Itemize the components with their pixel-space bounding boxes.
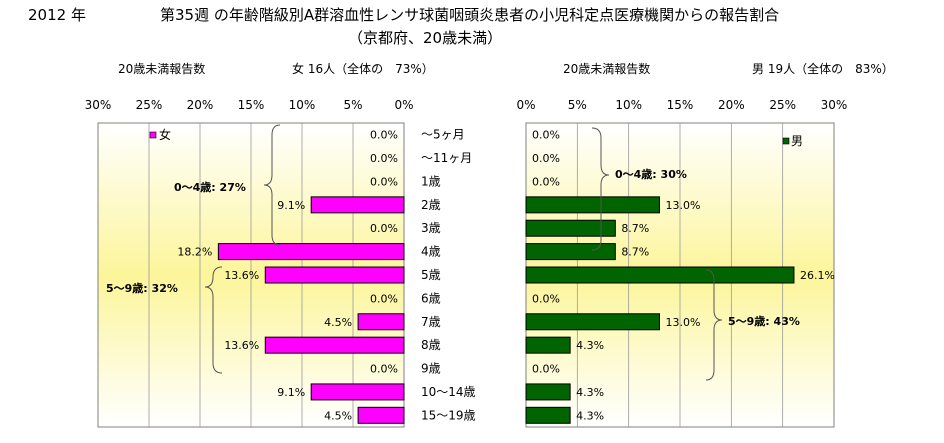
- female-data-label: 0.0%: [370, 175, 398, 188]
- female-data-label: 13.6%: [224, 339, 259, 352]
- male-bar: [525, 336, 571, 354]
- female-data-label: 0.0%: [370, 152, 398, 165]
- male-data-label: 0.0%: [532, 175, 560, 188]
- female-bracket-5-9-label: 5～9歳: 32%: [106, 281, 178, 295]
- female-data-label: 18.2%: [177, 246, 212, 259]
- male-data-label: 0.0%: [532, 129, 560, 142]
- female-tick-label: 25%: [136, 98, 163, 112]
- male-bar: [525, 266, 795, 284]
- female-bar: [357, 313, 405, 331]
- chart-title: 第35週 の年齢階級別A群溶血性レンサ球菌咽頭炎患者の小児科定点医療機関からの報…: [160, 6, 780, 24]
- female-legend-swatch: [149, 131, 157, 139]
- male-data-label: 4.3%: [576, 386, 604, 399]
- male-bracket-5-9-label: 5～9歳: 43%: [728, 314, 800, 328]
- female-data-label: 0.0%: [370, 363, 398, 376]
- female-bar: [264, 336, 405, 354]
- age-category-label: 7歳: [421, 315, 441, 329]
- female-report-label: 20歳未満報告数: [118, 62, 206, 76]
- female-total-label: 女 16人（全体の 73%）: [292, 62, 434, 76]
- male-tick-label: 25%: [769, 98, 796, 112]
- female-data-label: 0.0%: [370, 222, 398, 235]
- female-bar: [264, 266, 405, 284]
- age-category-label: 4歳: [421, 245, 441, 259]
- age-category-label: 15～19歳: [421, 408, 476, 422]
- chart-subtitle: （京都府、20歳未満）: [348, 29, 503, 47]
- male-legend-label: 男: [791, 134, 803, 148]
- male-bar: [525, 219, 616, 237]
- female-data-label: 4.5%: [324, 409, 352, 422]
- male-data-label: 0.0%: [532, 152, 560, 165]
- female-tick-label: 15%: [238, 98, 265, 112]
- female-data-label: 0.0%: [370, 129, 398, 142]
- male-report-label: 20歳未満報告数: [563, 62, 651, 76]
- female-data-label: 4.5%: [324, 316, 352, 329]
- male-total-label: 男 19人（全体の 83%）: [752, 62, 894, 76]
- male-data-label: 4.3%: [576, 339, 604, 352]
- male-bracket-5-9: [705, 269, 723, 381]
- female-bar: [357, 406, 405, 424]
- male-data-label: 13.0%: [665, 316, 700, 329]
- male-data-label: 13.0%: [665, 199, 700, 212]
- male-bar: [525, 406, 571, 424]
- male-data-label: 0.0%: [532, 292, 560, 305]
- female-bar: [310, 196, 405, 214]
- female-bracket-5-9: [204, 266, 223, 374]
- female-tick-label: 30%: [85, 98, 112, 112]
- female-bar: [310, 383, 405, 401]
- age-category-label: 10～14歳: [421, 385, 476, 399]
- female-tick-label: 0%: [394, 98, 413, 112]
- age-category-label: 3歳: [421, 221, 441, 235]
- female-data-label: 13.6%: [224, 269, 259, 282]
- female-data-label: 0.0%: [370, 292, 398, 305]
- male-tick-label: 30%: [821, 98, 848, 112]
- age-category-label: 8歳: [421, 338, 441, 352]
- female-bracket-0-4: [263, 124, 281, 246]
- male-data-label: 8.7%: [621, 246, 649, 259]
- male-tick-label: 20%: [718, 98, 745, 112]
- age-category-label: ～11ヶ月: [421, 151, 472, 165]
- male-bar: [525, 313, 660, 331]
- female-bar: [217, 243, 405, 261]
- female-data-label: 9.1%: [277, 199, 305, 212]
- male-tick-label: 10%: [615, 98, 642, 112]
- male-data-label: 4.3%: [576, 409, 604, 422]
- female-tick-label: 10%: [289, 98, 316, 112]
- male-bracket-0-4-label: 0～4歳: 30%: [615, 167, 687, 181]
- age-category-label: 5歳: [421, 268, 441, 282]
- male-data-label: 26.1%: [800, 269, 835, 282]
- male-bar: [525, 243, 616, 261]
- year-label: 2012 年: [28, 6, 86, 24]
- male-tick-label: 15%: [667, 98, 694, 112]
- age-category-label: 6歳: [421, 291, 441, 305]
- age-category-label: 1歳: [421, 174, 441, 188]
- age-category-label: 9歳: [421, 362, 441, 376]
- male-bracket-0-4: [591, 127, 610, 251]
- male-bar: [525, 383, 571, 401]
- male-data-label: 0.0%: [532, 363, 560, 376]
- male-tick-label: 5%: [568, 98, 587, 112]
- age-category-label: 2歳: [421, 198, 441, 212]
- male-legend-swatch: [782, 137, 790, 145]
- female-bracket-0-4-label: 0～4歳: 27%: [174, 180, 246, 194]
- male-data-label: 8.7%: [621, 222, 649, 235]
- male-tick-label: 0%: [516, 98, 535, 112]
- female-data-label: 9.1%: [277, 386, 305, 399]
- female-tick-label: 20%: [187, 98, 214, 112]
- female-legend-label: 女: [159, 127, 171, 142]
- age-category-label: ～5ヶ月: [421, 128, 465, 142]
- female-tick-label: 5%: [343, 98, 362, 112]
- male-bar: [525, 196, 660, 214]
